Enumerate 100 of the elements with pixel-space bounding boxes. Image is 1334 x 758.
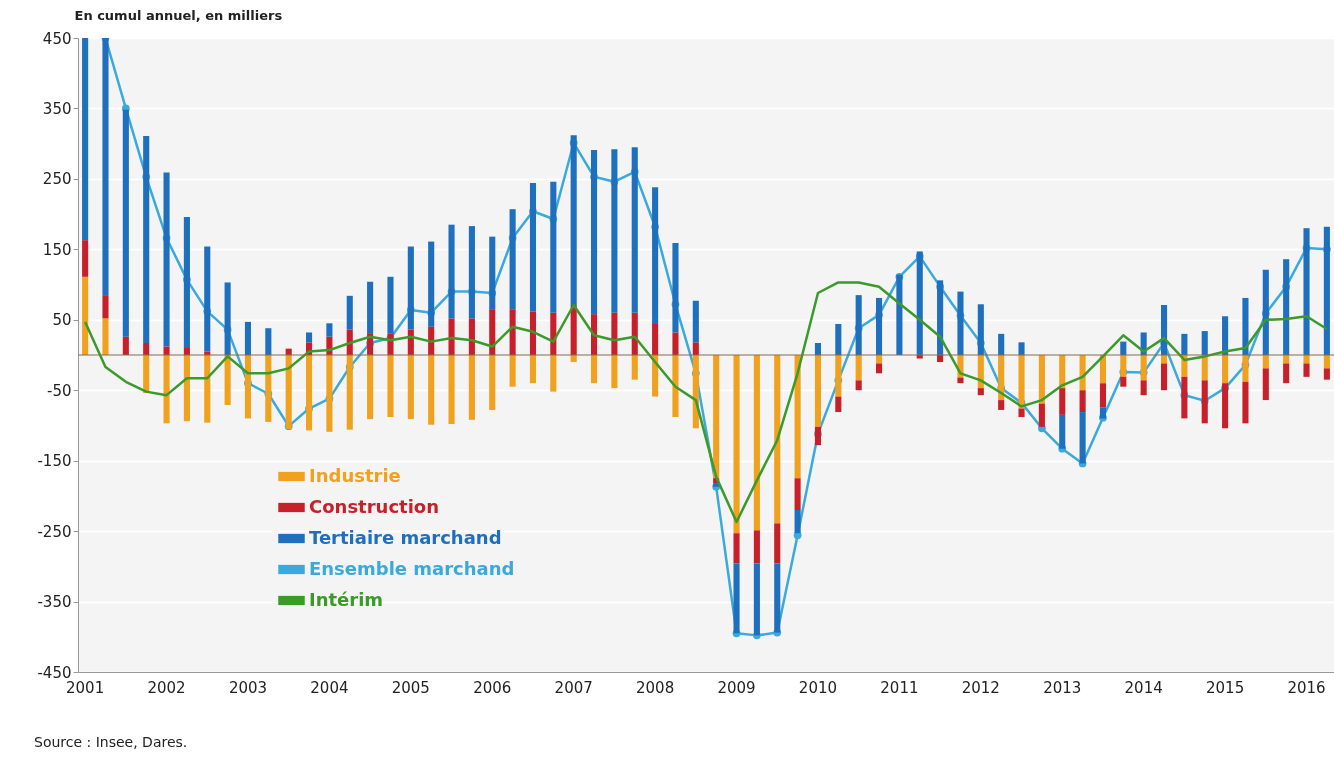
bar (183, 216, 190, 348)
bar (1303, 228, 1310, 355)
bar (672, 355, 679, 417)
bar (183, 355, 190, 422)
bar (753, 355, 760, 531)
bar (611, 355, 618, 389)
bar (102, 295, 109, 319)
legend-label: Intérim (309, 588, 384, 610)
bar (774, 523, 781, 564)
bar (672, 242, 679, 333)
bar (102, 318, 109, 355)
x-tick-label: 2009 (717, 678, 756, 697)
bar (652, 324, 659, 355)
bar (448, 224, 455, 319)
bar (1283, 259, 1290, 355)
bar (855, 295, 862, 355)
bar (1018, 355, 1025, 409)
bar (753, 530, 760, 564)
bar (529, 183, 537, 312)
bar (244, 321, 252, 355)
bar (285, 355, 292, 429)
bar (590, 355, 598, 384)
legend-label: Ensemble marchand (309, 557, 515, 579)
bar (875, 297, 883, 355)
bar (611, 312, 618, 355)
y-tick-label: 250 (42, 170, 72, 189)
x-tick-label: 2011 (880, 678, 919, 697)
x-tick-label: 2008 (636, 678, 675, 697)
bar (326, 355, 333, 432)
bar (957, 377, 964, 384)
bar (489, 355, 496, 410)
bar (1242, 381, 1249, 424)
bar (1201, 380, 1208, 424)
y-tick-label: 450 (42, 29, 72, 48)
y-tick-label: 350 (42, 99, 72, 118)
bar (998, 333, 1005, 355)
bar (529, 355, 537, 384)
bar (102, 38, 109, 296)
x-tick-label: 2010 (798, 678, 838, 697)
x-tick-label: 2006 (473, 678, 512, 697)
bar (875, 363, 883, 374)
bar (1181, 376, 1188, 419)
x-tick-label: 2016 (1287, 678, 1326, 697)
bar (489, 236, 496, 310)
x-tick-label: 2003 (228, 678, 268, 697)
bar (1303, 363, 1310, 377)
bar (1222, 383, 1229, 429)
y-tick-label: 150 (42, 240, 72, 259)
bar (82, 240, 89, 277)
legend-label: Construction (309, 495, 440, 517)
bar (346, 355, 353, 430)
bar (1222, 316, 1229, 355)
bar (204, 355, 211, 423)
bar (672, 332, 679, 355)
bar (407, 246, 414, 330)
bar (265, 328, 272, 355)
y-tick-label: -150 (37, 452, 72, 471)
y-axis-title: En cumul annuel, en milliers (74, 7, 283, 23)
bar (652, 187, 659, 324)
bar (305, 355, 313, 431)
bar (855, 380, 862, 391)
bar (590, 150, 598, 315)
bar (998, 355, 1005, 401)
bar (529, 311, 537, 355)
bar (346, 295, 353, 330)
bar (835, 324, 842, 355)
bar (1201, 331, 1208, 355)
bar (468, 226, 475, 319)
bar (835, 355, 842, 397)
bar (814, 355, 822, 427)
bar (367, 281, 374, 334)
bar (1160, 363, 1168, 391)
bar (387, 355, 394, 417)
bar (489, 309, 496, 355)
x-tick-label: 2015 (1206, 678, 1245, 697)
x-tick-label: 2004 (310, 678, 349, 697)
bar (835, 396, 842, 413)
bar (957, 291, 964, 355)
bar (265, 355, 272, 422)
source-note: Source : Insee, Dares. (34, 734, 188, 750)
bar (774, 355, 781, 524)
bar (509, 309, 516, 355)
bar (631, 355, 638, 380)
legend-label: Industrie (309, 464, 401, 486)
bar (428, 355, 435, 425)
bar (916, 251, 923, 355)
bar (1181, 333, 1188, 355)
bar (163, 355, 170, 424)
bar (814, 426, 822, 446)
y-tick-label: -350 (37, 593, 72, 612)
bar (1038, 355, 1045, 404)
bar (509, 355, 516, 387)
bar (1242, 355, 1249, 382)
bar (611, 149, 618, 313)
bar (468, 355, 475, 420)
bar (82, 276, 89, 355)
bar (1160, 304, 1168, 355)
bar (692, 300, 699, 343)
bar (428, 241, 435, 327)
bar (1262, 269, 1269, 355)
